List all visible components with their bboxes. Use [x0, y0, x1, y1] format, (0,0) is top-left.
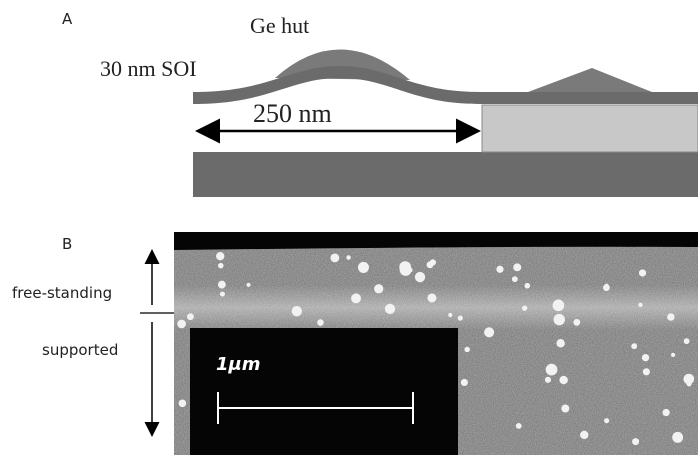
particle [556, 339, 564, 347]
particle [358, 262, 369, 273]
width-label: 250 nm [253, 99, 332, 128]
panel-label: A [62, 10, 73, 28]
edge-band [174, 285, 698, 330]
particle [639, 269, 646, 276]
particle [580, 431, 588, 439]
particle [374, 284, 383, 293]
scale-label: 1μm [216, 354, 261, 375]
particle [512, 276, 518, 282]
particle [187, 313, 194, 320]
particle [484, 327, 494, 337]
particle [461, 379, 468, 386]
particle [513, 263, 521, 271]
particle [516, 423, 522, 429]
particle [216, 252, 224, 260]
page: A Ge hut 30 nm SOI 250 nm B 1μm free-sta… [0, 0, 698, 455]
particle [662, 409, 669, 416]
particle [631, 343, 637, 349]
particle [561, 404, 569, 412]
particle [346, 255, 350, 259]
particle [351, 293, 361, 303]
particle [220, 292, 225, 297]
particle [642, 354, 649, 361]
inset [190, 328, 458, 455]
particle [686, 381, 691, 386]
particle [553, 300, 565, 312]
oxide-block [482, 105, 698, 152]
particle [218, 263, 223, 268]
particle [671, 353, 675, 357]
free-standing-label: free-standing [12, 284, 112, 302]
particle [177, 320, 186, 329]
particle [292, 306, 302, 316]
particle [667, 313, 675, 321]
particle [672, 432, 683, 443]
particle [247, 283, 251, 287]
panel-label: B [62, 235, 72, 253]
particle [179, 399, 187, 407]
particle [464, 347, 469, 352]
particle [545, 377, 551, 383]
ge-hut-label: Ge hut [250, 13, 309, 38]
particle [427, 261, 434, 268]
particle [496, 266, 503, 273]
particle [546, 364, 558, 376]
particle [522, 305, 527, 310]
particle [218, 281, 226, 289]
particle [559, 376, 567, 384]
particle [638, 303, 642, 307]
particle [604, 418, 609, 423]
particle [427, 293, 436, 302]
particle [632, 438, 639, 445]
figure: A Ge hut 30 nm SOI 250 nm B 1μm free-sta… [0, 0, 698, 455]
particle [643, 368, 650, 375]
supported-label: supported [42, 341, 118, 359]
particle [573, 319, 580, 326]
particle [458, 315, 463, 320]
particle [684, 338, 690, 344]
particle [554, 314, 565, 325]
particle [524, 283, 530, 289]
substrate [193, 152, 698, 197]
particle [448, 313, 452, 317]
particle [399, 261, 411, 273]
particle [415, 272, 425, 282]
particle [317, 319, 324, 326]
soi-label: 30 nm SOI [100, 56, 197, 81]
ge-hut-small [528, 68, 652, 92]
particle [603, 284, 610, 291]
particle [385, 304, 395, 314]
particle [330, 253, 339, 262]
